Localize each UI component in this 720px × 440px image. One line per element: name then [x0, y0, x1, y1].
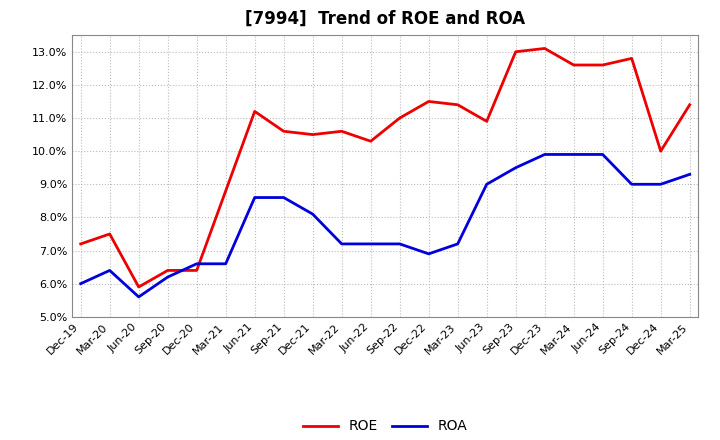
ROE	[221, 188, 230, 194]
ROA	[657, 182, 665, 187]
ROA	[76, 281, 85, 286]
ROA	[511, 165, 520, 170]
ROA	[570, 152, 578, 157]
ROA	[251, 195, 259, 200]
ROE	[685, 102, 694, 107]
Title: [7994]  Trend of ROE and ROA: [7994] Trend of ROE and ROA	[245, 10, 526, 28]
ROE	[454, 102, 462, 107]
ROE	[627, 56, 636, 61]
ROE	[541, 46, 549, 51]
Legend: ROE, ROA: ROE, ROA	[297, 414, 473, 439]
ROA	[308, 212, 317, 217]
ROE	[424, 99, 433, 104]
ROA	[366, 241, 375, 246]
ROE	[366, 139, 375, 144]
ROA	[482, 182, 491, 187]
ROE	[76, 241, 85, 246]
ROE	[338, 128, 346, 134]
ROE	[482, 119, 491, 124]
ROE	[598, 62, 607, 68]
Line: ROE: ROE	[81, 48, 690, 287]
ROE	[570, 62, 578, 68]
ROA	[598, 152, 607, 157]
ROE	[192, 268, 201, 273]
ROA	[105, 268, 114, 273]
ROA	[685, 172, 694, 177]
ROA	[163, 275, 172, 280]
ROE	[163, 268, 172, 273]
ROE	[511, 49, 520, 55]
ROA	[192, 261, 201, 267]
ROE	[105, 231, 114, 237]
ROA	[424, 251, 433, 257]
ROE	[308, 132, 317, 137]
ROE	[395, 115, 404, 121]
ROA	[454, 241, 462, 246]
ROE	[657, 149, 665, 154]
ROE	[135, 284, 143, 290]
ROA	[338, 241, 346, 246]
ROE	[279, 128, 288, 134]
ROA	[541, 152, 549, 157]
ROA	[135, 294, 143, 300]
ROA	[221, 261, 230, 267]
ROA	[279, 195, 288, 200]
ROA	[627, 182, 636, 187]
Line: ROA: ROA	[81, 154, 690, 297]
ROE	[251, 109, 259, 114]
ROA	[395, 241, 404, 246]
